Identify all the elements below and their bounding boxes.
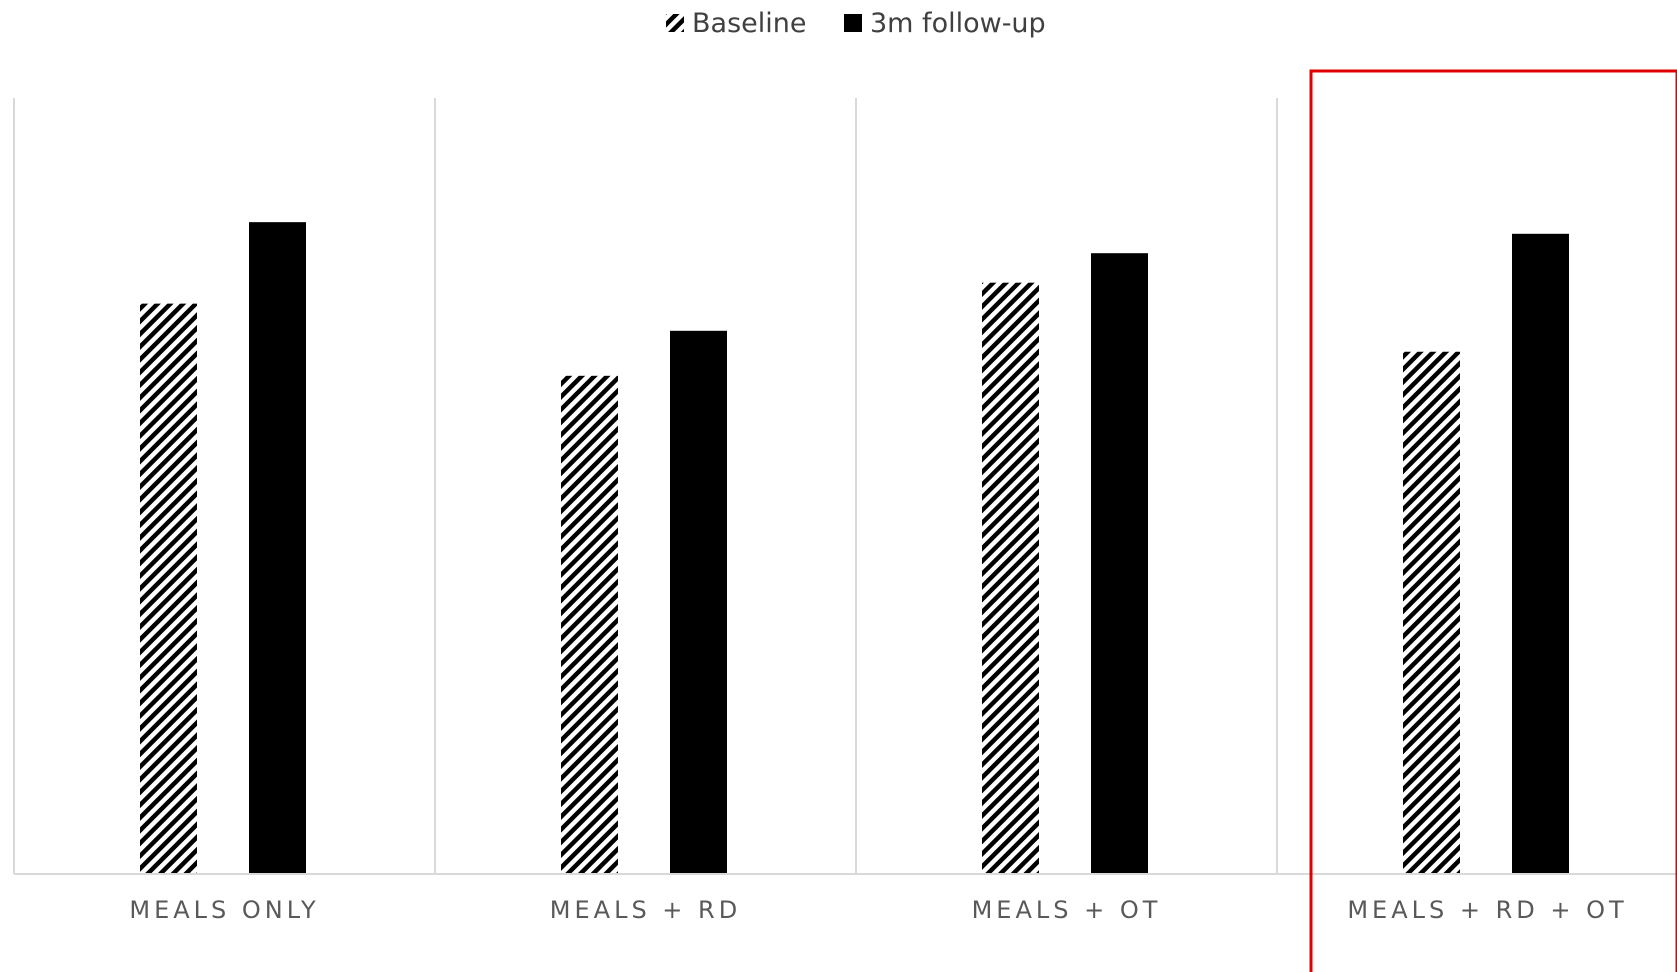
bars bbox=[140, 222, 1569, 875]
bar-3m-follow-up-meals-only bbox=[249, 222, 306, 874]
bar-baseline-meals-only bbox=[140, 303, 197, 874]
x-tick-label-meals-ot: MEALS + OT bbox=[972, 896, 1162, 924]
legend-label-baseline: Baseline bbox=[692, 8, 806, 39]
legend-item-follow-up: 3m follow-up bbox=[844, 8, 1046, 39]
x-tick-label-meals-rd: MEALS + RD bbox=[550, 896, 741, 924]
bar-3m-follow-up-meals-rd-ot bbox=[1512, 233, 1569, 875]
legend-swatch-follow-up bbox=[844, 14, 862, 32]
legend-label-follow-up: 3m follow-up bbox=[870, 8, 1046, 39]
highlight-box bbox=[1309, 69, 1677, 972]
bar-baseline-meals-rd-ot bbox=[1403, 351, 1460, 874]
x-tick-label-meals-only: MEALS ONLY bbox=[129, 896, 319, 924]
bar-3m-follow-up-meals-ot bbox=[1091, 253, 1148, 874]
legend-swatch-baseline bbox=[666, 14, 684, 32]
category-separators bbox=[13, 98, 1278, 874]
legend: Baseline 3m follow-up bbox=[666, 8, 1046, 39]
legend-item-baseline: Baseline bbox=[666, 8, 806, 39]
bar-baseline-meals-rd bbox=[561, 375, 618, 874]
x-tick-label-meals-rd-ot: MEALS + RD + OT bbox=[1347, 896, 1627, 924]
bar-baseline-meals-ot bbox=[982, 282, 1039, 874]
x-tick-labels: MEALS ONLY MEALS + RD MEALS + OT MEALS + RD… bbox=[129, 896, 1627, 924]
bar-3m-follow-up-meals-rd bbox=[670, 330, 727, 874]
